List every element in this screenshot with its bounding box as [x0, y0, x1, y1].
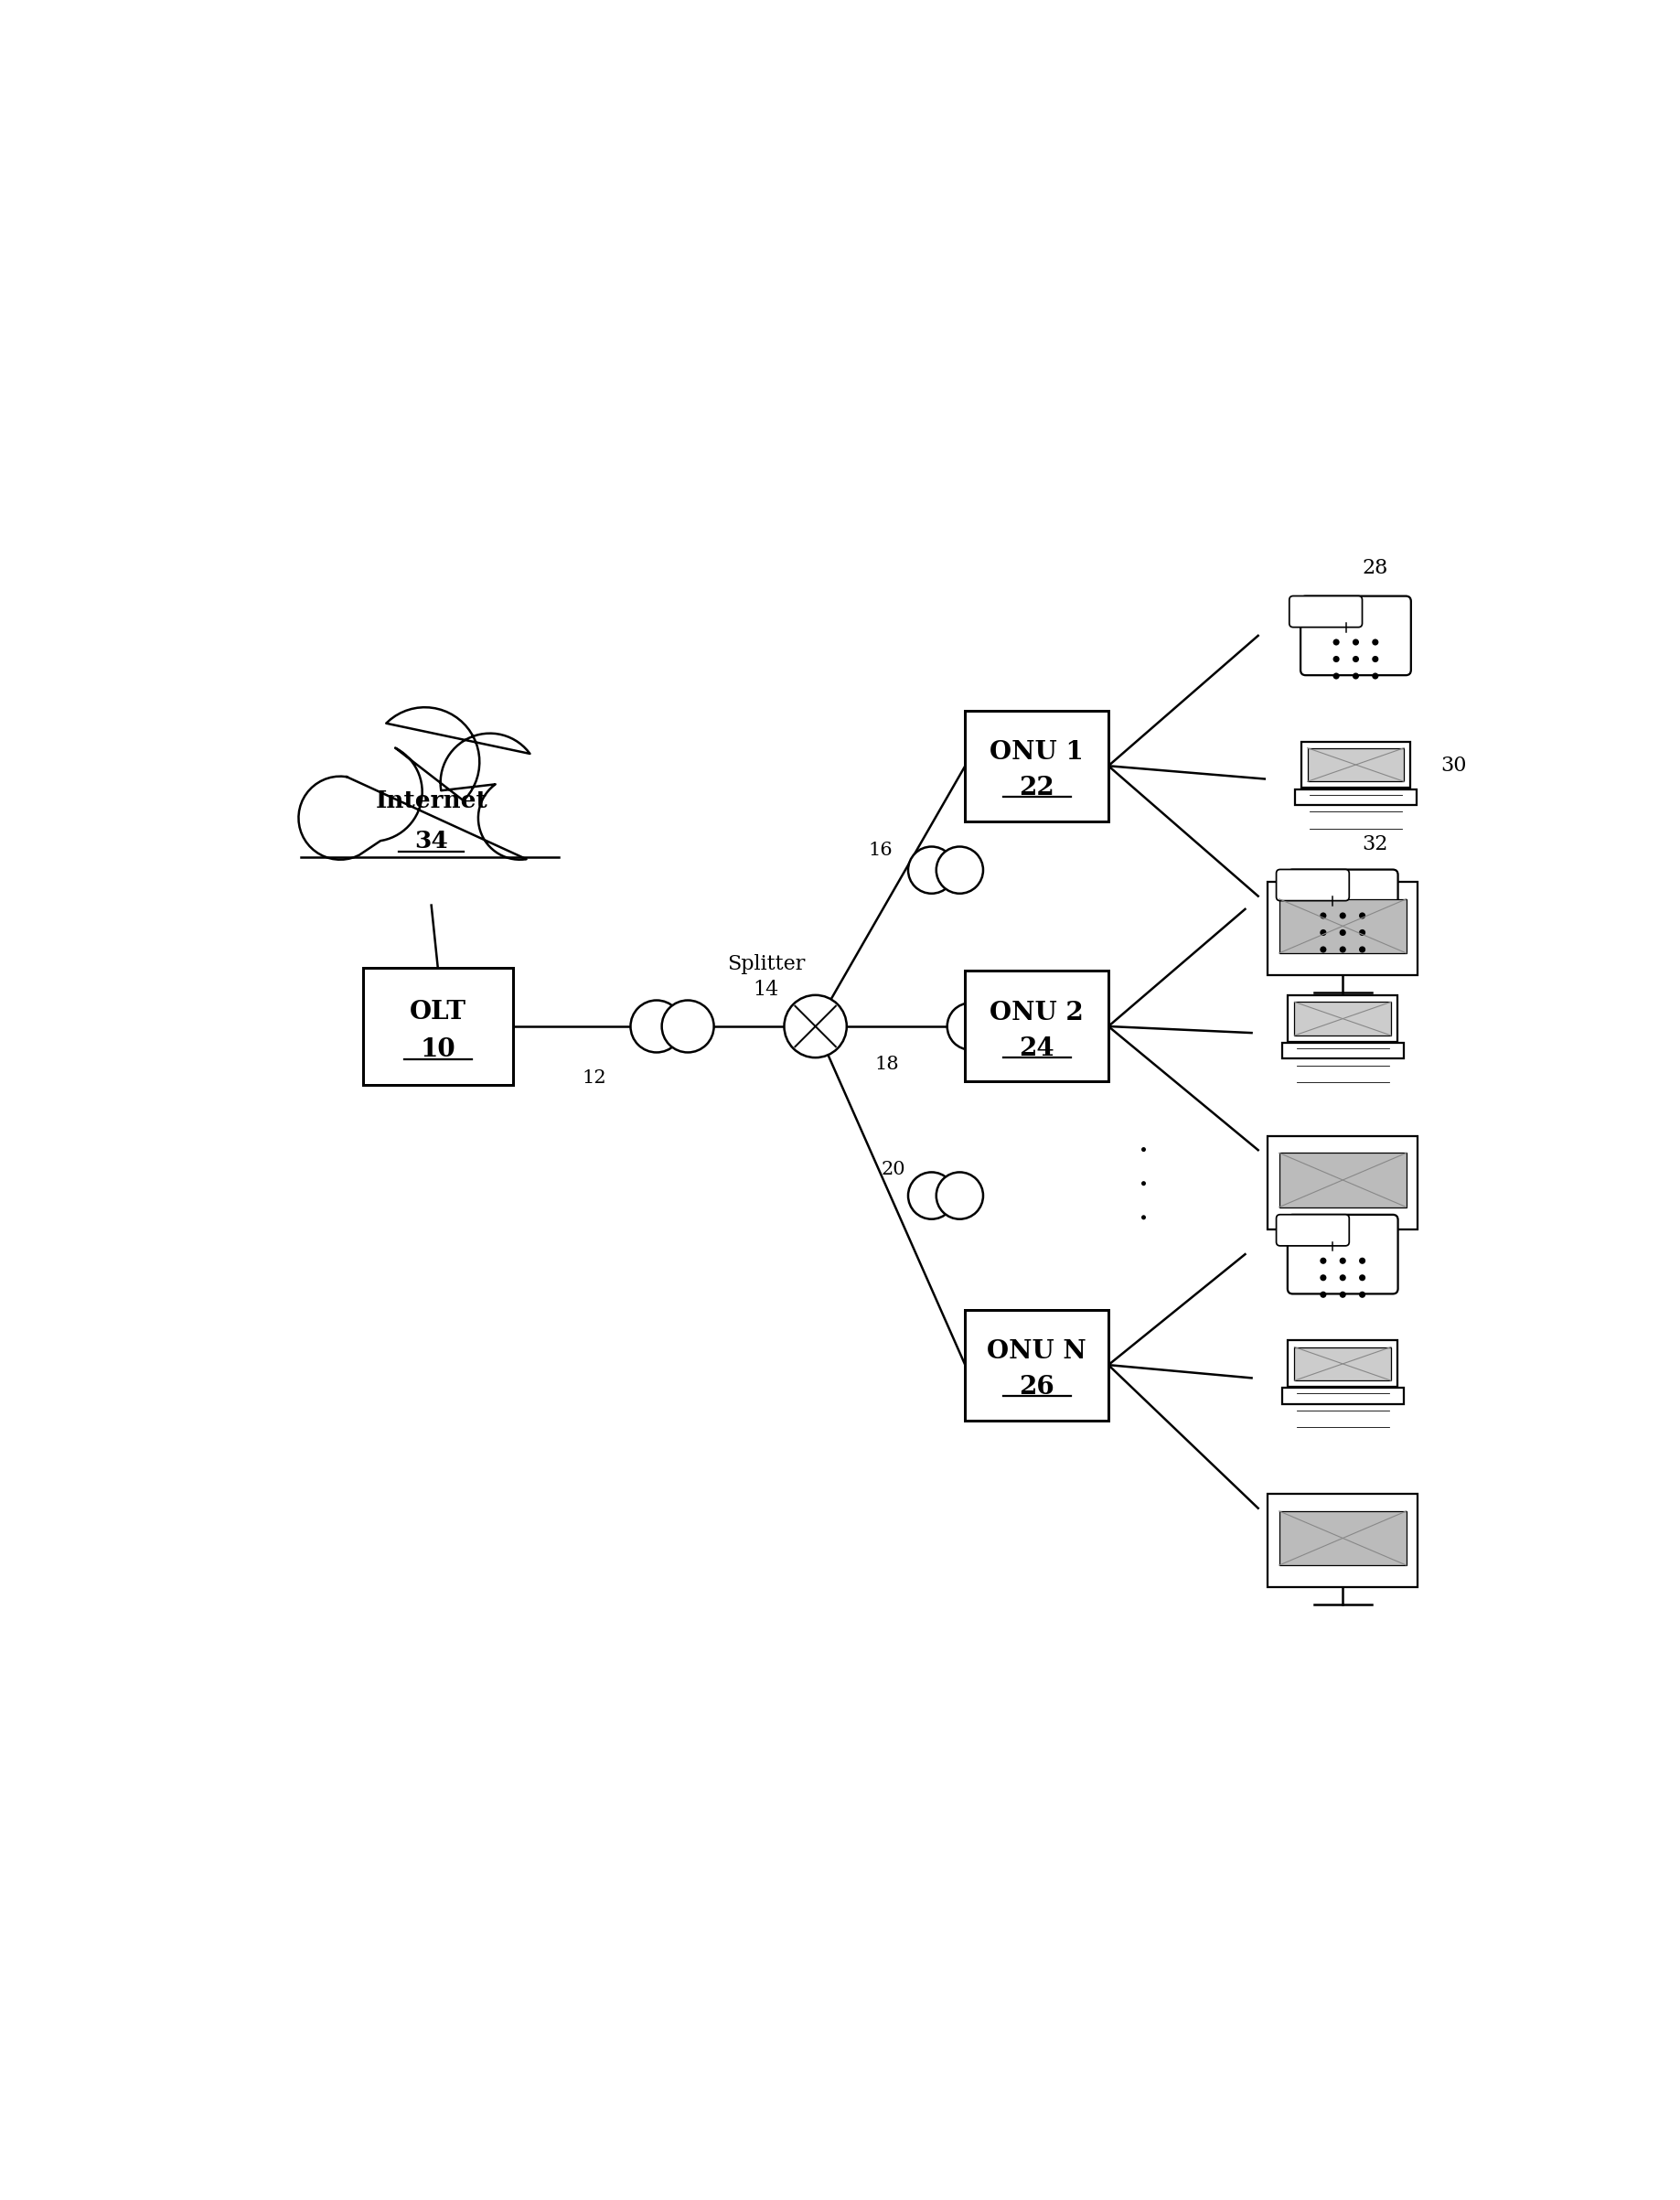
FancyBboxPatch shape — [1277, 869, 1349, 900]
FancyBboxPatch shape — [1287, 1214, 1398, 1294]
Circle shape — [662, 1001, 714, 1052]
Circle shape — [630, 1001, 682, 1052]
FancyBboxPatch shape — [1282, 1043, 1403, 1058]
Circle shape — [1352, 656, 1359, 662]
Circle shape — [1332, 673, 1339, 680]
Circle shape — [785, 994, 847, 1058]
Circle shape — [1359, 928, 1366, 935]
Circle shape — [948, 1003, 995, 1049]
Text: ONU 2: ONU 2 — [990, 1001, 1084, 1025]
FancyBboxPatch shape — [1267, 1494, 1418, 1588]
FancyBboxPatch shape — [1289, 1340, 1398, 1386]
Text: 32: 32 — [1362, 834, 1388, 854]
Circle shape — [479, 777, 561, 860]
Circle shape — [1320, 928, 1327, 935]
Text: OLT: OLT — [410, 1001, 467, 1025]
Text: 34: 34 — [415, 829, 449, 854]
FancyBboxPatch shape — [1278, 1153, 1406, 1208]
Circle shape — [976, 1003, 1021, 1049]
Circle shape — [299, 777, 381, 860]
FancyBboxPatch shape — [1295, 1346, 1391, 1382]
Circle shape — [1320, 1258, 1327, 1265]
Ellipse shape — [301, 739, 561, 869]
Circle shape — [323, 741, 422, 840]
FancyBboxPatch shape — [1289, 994, 1398, 1043]
Circle shape — [1320, 1291, 1327, 1298]
Text: ·  ·  ·: · · · — [1131, 1144, 1164, 1223]
Circle shape — [370, 706, 479, 816]
FancyBboxPatch shape — [1267, 882, 1418, 975]
FancyBboxPatch shape — [1300, 741, 1411, 788]
Text: Splitter: Splitter — [727, 955, 805, 975]
Circle shape — [1359, 913, 1366, 920]
Circle shape — [1332, 638, 1339, 645]
Text: 16: 16 — [869, 843, 892, 860]
Circle shape — [440, 733, 539, 832]
FancyBboxPatch shape — [1277, 1214, 1349, 1245]
FancyBboxPatch shape — [964, 1309, 1109, 1421]
Circle shape — [1352, 673, 1359, 680]
Circle shape — [1359, 1274, 1366, 1280]
Circle shape — [1339, 1291, 1346, 1298]
Circle shape — [1373, 673, 1379, 680]
FancyBboxPatch shape — [1295, 790, 1416, 805]
FancyBboxPatch shape — [1300, 596, 1411, 675]
Circle shape — [1320, 946, 1327, 953]
Text: 14: 14 — [753, 979, 780, 1001]
FancyBboxPatch shape — [964, 970, 1109, 1082]
Text: 10: 10 — [420, 1038, 455, 1063]
Text: 12: 12 — [581, 1069, 606, 1087]
FancyBboxPatch shape — [363, 968, 512, 1085]
Circle shape — [1339, 913, 1346, 920]
Text: 18: 18 — [875, 1056, 899, 1074]
Circle shape — [1359, 946, 1366, 953]
Circle shape — [1339, 928, 1346, 935]
Text: 30: 30 — [1440, 757, 1467, 777]
Text: ONU N: ONU N — [988, 1340, 1087, 1364]
Circle shape — [1359, 1291, 1366, 1298]
Text: 22: 22 — [1020, 777, 1055, 801]
Text: ONU 1: ONU 1 — [990, 739, 1084, 766]
Circle shape — [1373, 638, 1379, 645]
FancyBboxPatch shape — [1267, 1135, 1418, 1230]
Text: 26: 26 — [1020, 1375, 1055, 1399]
FancyBboxPatch shape — [1278, 1511, 1406, 1564]
Circle shape — [1373, 656, 1379, 662]
Circle shape — [1339, 1258, 1346, 1265]
Text: 24: 24 — [1020, 1036, 1055, 1060]
Circle shape — [936, 847, 983, 893]
FancyBboxPatch shape — [1278, 900, 1406, 953]
FancyBboxPatch shape — [1289, 596, 1362, 627]
Text: 20: 20 — [882, 1162, 906, 1179]
Circle shape — [1359, 1258, 1366, 1265]
FancyBboxPatch shape — [1287, 869, 1398, 948]
Circle shape — [1339, 1274, 1346, 1280]
FancyBboxPatch shape — [1295, 1001, 1391, 1036]
Circle shape — [909, 847, 954, 893]
FancyBboxPatch shape — [1282, 1388, 1403, 1404]
Circle shape — [1320, 1274, 1327, 1280]
Text: Internet: Internet — [375, 790, 487, 812]
Circle shape — [909, 1173, 954, 1219]
FancyBboxPatch shape — [1307, 748, 1404, 781]
Circle shape — [936, 1173, 983, 1219]
Circle shape — [1332, 656, 1339, 662]
Circle shape — [1352, 638, 1359, 645]
Text: 28: 28 — [1362, 559, 1388, 579]
FancyBboxPatch shape — [964, 711, 1109, 821]
Circle shape — [1320, 913, 1327, 920]
Circle shape — [1339, 946, 1346, 953]
